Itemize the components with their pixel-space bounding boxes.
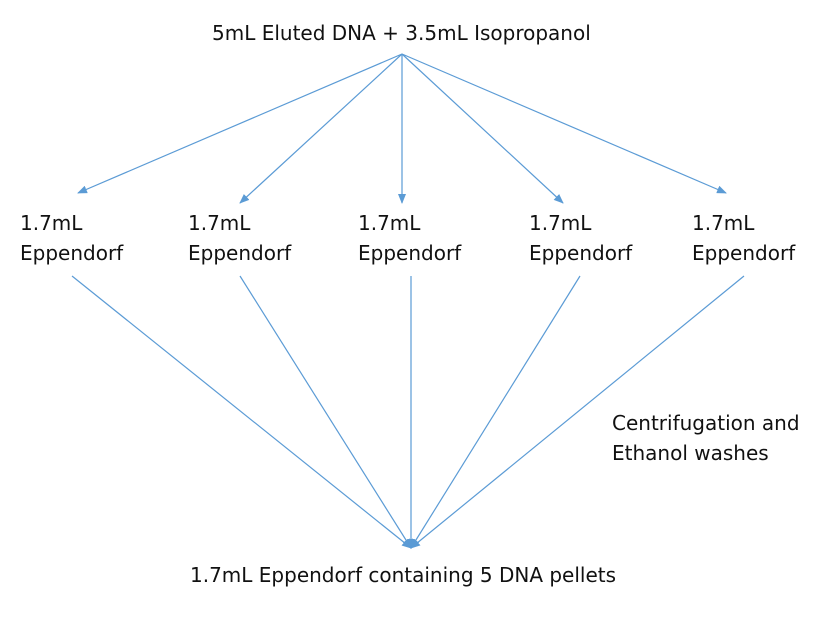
tube-volume: 1.7mL	[358, 211, 421, 235]
split-arrow-4	[401, 53, 564, 204]
tube-type: Eppendorf	[529, 241, 633, 265]
tube-volume: 1.7mL	[692, 211, 755, 235]
tube-label-1: 1.7mL Eppendorf	[20, 208, 150, 268]
split-arrow-2	[239, 53, 403, 204]
merge-arrow-4	[410, 275, 581, 549]
tube-volume: 1.7mL	[188, 211, 251, 235]
result-label: 1.7mL Eppendorf containing 5 DNA pellets	[190, 563, 617, 587]
merge-arrow-5	[410, 275, 745, 549]
tube-type: Eppendorf	[20, 241, 124, 265]
tube-label-5: 1.7mL Eppendorf	[692, 208, 820, 268]
merge-arrow-1	[71, 275, 412, 549]
process-note: Centrifugation and Ethanol washes	[612, 408, 800, 468]
tube-volume: 1.7mL	[20, 211, 83, 235]
tube-type: Eppendorf	[358, 241, 462, 265]
split-arrow-1	[77, 53, 403, 194]
tube-label-4: 1.7mL Eppendorf	[529, 208, 659, 268]
tube-type: Eppendorf	[692, 241, 796, 265]
process-note-line-2: Ethanol washes	[612, 441, 769, 465]
source-label: 5mL Eluted DNA + 3.5mL Isopropanol	[212, 21, 591, 45]
process-note-line-1: Centrifugation and	[612, 411, 800, 435]
tube-type: Eppendorf	[188, 241, 292, 265]
tube-label-3: 1.7mL Eppendorf	[358, 208, 488, 268]
tube-label-2: 1.7mL Eppendorf	[188, 208, 318, 268]
tube-volume: 1.7mL	[529, 211, 592, 235]
merge-arrow-2	[239, 275, 412, 549]
split-arrow-5	[401, 53, 727, 194]
